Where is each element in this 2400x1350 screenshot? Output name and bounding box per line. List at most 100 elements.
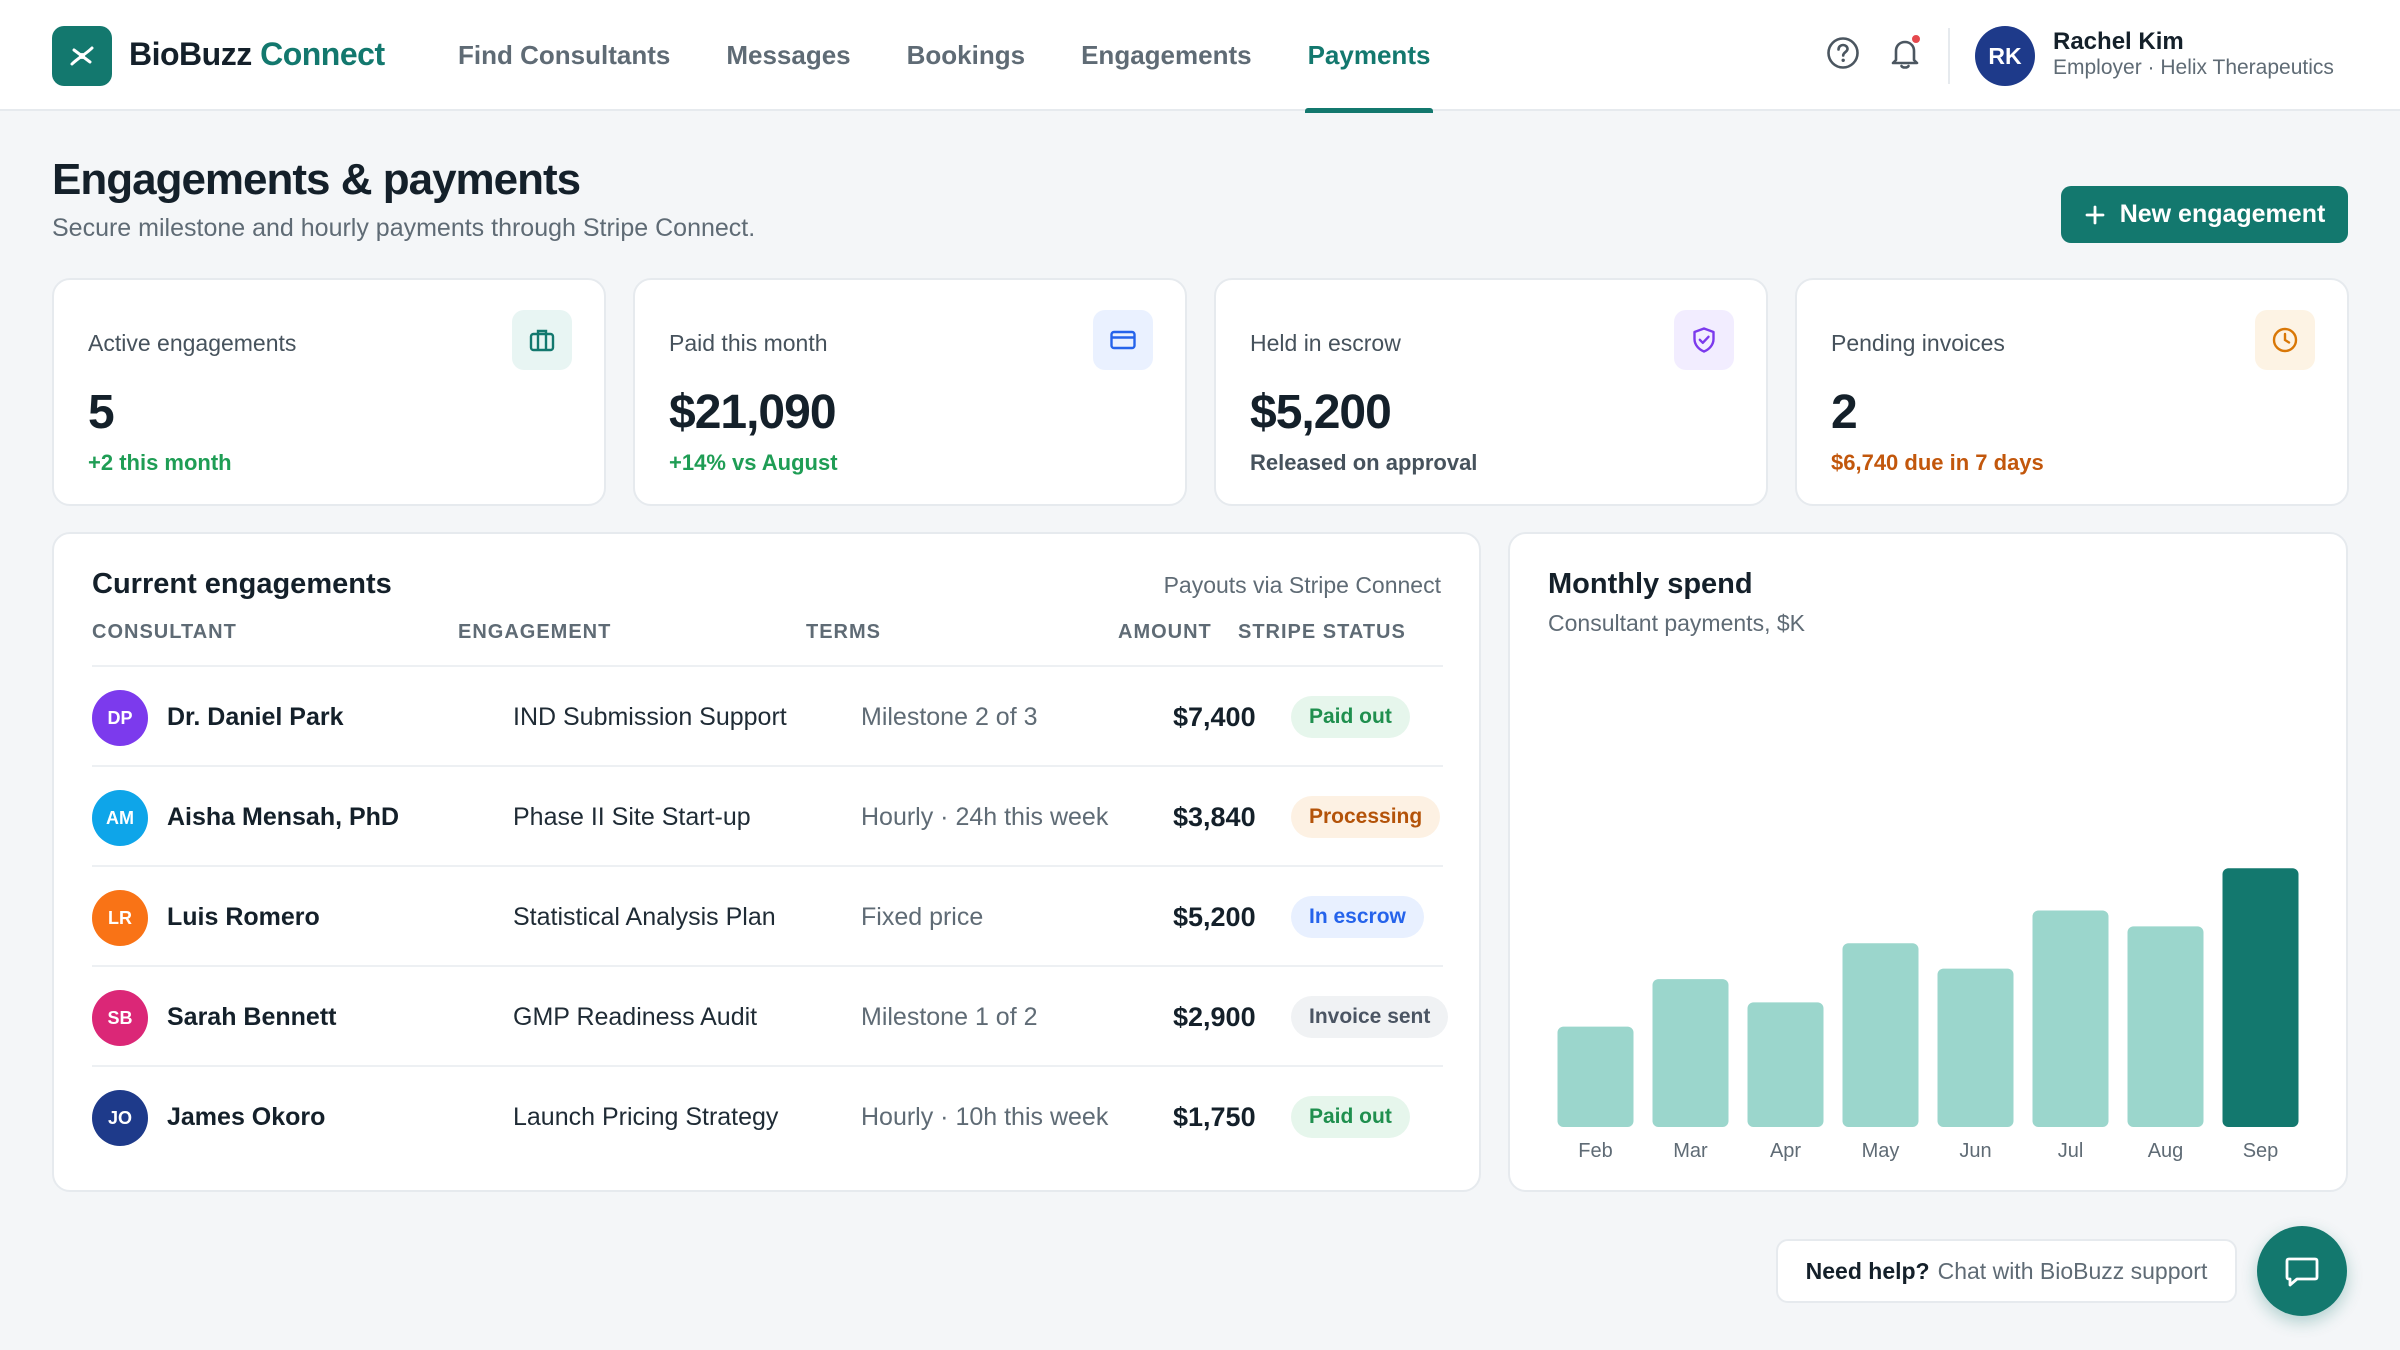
consultant-name[interactable]: James Okoro bbox=[167, 1102, 326, 1131]
stat-value: $21,090 bbox=[669, 386, 837, 439]
nav-bookings[interactable]: Bookings bbox=[906, 40, 1026, 70]
chart-tick-label: Jun bbox=[1959, 1140, 1991, 1162]
stat-value: 2 bbox=[1831, 386, 1858, 439]
credit-card-icon bbox=[1093, 310, 1153, 370]
chart-bar-aug[interactable] bbox=[2127, 926, 2204, 1127]
nav-find-consultants[interactable]: Find Consultants bbox=[458, 40, 671, 70]
engagement-terms: Fixed price bbox=[861, 902, 984, 931]
engagement-terms: Hourly · 24h this week bbox=[861, 802, 1109, 831]
plus-icon bbox=[2085, 205, 2105, 224]
user-role: Employer · Helix Therapeutics bbox=[2053, 56, 2334, 79]
briefcase-icon bbox=[512, 310, 572, 370]
table-row[interactable]: SB Sarah Bennett GMP Readiness Audit Mil… bbox=[92, 965, 1449, 1065]
nav-payments[interactable]: Payments bbox=[1304, 0, 1434, 113]
status-badge: In escrow bbox=[1291, 896, 1424, 938]
chat-support-button[interactable] bbox=[2257, 1226, 2347, 1316]
chart-subtitle: Consultant payments, $K bbox=[1548, 610, 1805, 636]
consultant-name[interactable]: Dr. Daniel Park bbox=[167, 702, 344, 731]
monthly-spend-panel: Monthly spend Consultant payments, $K Fe… bbox=[1508, 532, 2348, 1192]
chart-tick-label: Jul bbox=[2058, 1140, 2084, 1162]
table-row[interactable]: LR Luis Romero Statistical Analysis Plan… bbox=[92, 865, 1443, 965]
help-chat-prompt[interactable]: Need help? Chat with BioBuzz support bbox=[1776, 1239, 2237, 1303]
avatar: LR bbox=[92, 890, 148, 946]
consultant-name[interactable]: Luis Romero bbox=[167, 902, 320, 931]
column-header-stripe-status[interactable]: STRIPE STATUS bbox=[1238, 621, 1406, 643]
stat-label: Paid this month bbox=[669, 330, 828, 356]
engagement-name: Statistical Analysis Plan bbox=[513, 902, 776, 931]
chart-bar-mar[interactable] bbox=[1652, 979, 1729, 1127]
chart-bar-may[interactable] bbox=[1842, 943, 1919, 1127]
stat-note: Released on approval bbox=[1250, 450, 1478, 475]
column-header-consultant[interactable]: CONSULTANT bbox=[92, 621, 237, 643]
stat-value: $5,200 bbox=[1250, 386, 1392, 439]
engagement-amount: $5,200 bbox=[1173, 901, 1256, 932]
chart-tick-label: Feb bbox=[1578, 1140, 1612, 1162]
table-row[interactable]: DP Dr. Daniel Park IND Submission Suppor… bbox=[92, 665, 1443, 765]
stripe-connect-note: Payouts via Stripe Connect bbox=[1163, 572, 1441, 598]
status-badge: Paid out bbox=[1291, 696, 1410, 738]
biobuzz-logo-icon[interactable] bbox=[52, 26, 112, 86]
brand-name[interactable]: BioBuzz Connect bbox=[129, 36, 385, 73]
stat-note: $6,740 due in 7 days bbox=[1831, 450, 2044, 475]
stat-label: Held in escrow bbox=[1250, 330, 1401, 356]
consultant-name[interactable]: Aisha Mensah, PhD bbox=[167, 802, 399, 831]
brand-name-primary: BioBuzz bbox=[129, 36, 252, 72]
engagement-amount: $7,400 bbox=[1173, 701, 1256, 732]
table-row[interactable]: JO James Okoro Launch Pricing Strategy H… bbox=[92, 1065, 1443, 1165]
avatar: DP bbox=[92, 690, 148, 746]
column-header-engagement[interactable]: ENGAGEMENT bbox=[458, 621, 612, 643]
help-text: Chat with BioBuzz support bbox=[1937, 1257, 2208, 1284]
column-header-terms[interactable]: TERMS bbox=[806, 621, 881, 643]
stat-card-active-engagements: Active engagements 5 +2 this month bbox=[52, 278, 606, 506]
section-title: Current engagements bbox=[92, 568, 392, 600]
notification-bell-icon[interactable] bbox=[1885, 33, 1925, 73]
nav-engagements[interactable]: Engagements bbox=[1081, 40, 1252, 70]
user-avatar[interactable]: RK bbox=[1975, 26, 2035, 86]
stat-label: Active engagements bbox=[88, 330, 297, 356]
chart-bar-jul[interactable] bbox=[2032, 910, 2109, 1127]
stat-label: Pending invoices bbox=[1831, 330, 2005, 356]
avatar: JO bbox=[92, 1090, 148, 1146]
help-icon[interactable] bbox=[1823, 33, 1863, 73]
avatar: SB bbox=[92, 990, 148, 1046]
new-engagement-label: New engagement bbox=[2119, 200, 2326, 228]
table-row[interactable]: AM Aisha Mensah, PhD Phase II Site Start… bbox=[92, 765, 1443, 865]
engagement-name: Phase II Site Start-up bbox=[513, 802, 751, 831]
stat-value: 5 bbox=[88, 386, 115, 439]
notification-dot bbox=[1910, 33, 1922, 45]
engagement-amount: $2,900 bbox=[1173, 1001, 1256, 1032]
engagement-name: GMP Readiness Audit bbox=[513, 1002, 758, 1031]
status-badge: Processing bbox=[1291, 796, 1441, 838]
chart-bar-sep[interactable] bbox=[2222, 868, 2299, 1127]
status-badge: Paid out bbox=[1291, 1096, 1410, 1138]
chart-title: Monthly spend bbox=[1548, 568, 1753, 600]
chat-bubble-icon bbox=[2285, 1257, 2319, 1287]
engagement-amount: $1,750 bbox=[1173, 1101, 1256, 1132]
nav-messages[interactable]: Messages bbox=[726, 40, 851, 70]
page-subtitle: Secure milestone and hourly payments thr… bbox=[52, 214, 756, 242]
user-name[interactable]: Rachel Kim bbox=[2053, 28, 2184, 55]
clock-icon bbox=[2255, 310, 2315, 370]
engagement-terms: Milestone 1 of 2 bbox=[861, 1002, 1038, 1031]
stat-card-paid-this-month: Paid this month $21,090 +14% vs August bbox=[633, 278, 1187, 506]
chart-bar-apr[interactable] bbox=[1747, 1002, 1824, 1127]
chart-bar-jun[interactable] bbox=[1937, 968, 2014, 1127]
column-header-amount[interactable]: AMOUNT bbox=[1118, 621, 1212, 643]
current-engagements-panel: Current engagements Payouts via Stripe C… bbox=[52, 532, 1481, 1192]
engagements-table: DP Dr. Daniel Park IND Submission Suppor… bbox=[92, 665, 1449, 1165]
stat-card-held-in-escrow: Held in escrow $5,200 Released on approv… bbox=[1214, 278, 1768, 506]
engagement-terms: Hourly · 10h this week bbox=[861, 1102, 1109, 1131]
monthly-spend-chart: Feb Mar Apr May Jun Jul Aug Sep bbox=[1557, 868, 2299, 1162]
stat-note: +14% vs August bbox=[669, 450, 838, 475]
chart-tick-label: Sep bbox=[2243, 1140, 2279, 1162]
brand-name-secondary: Connect bbox=[260, 36, 385, 72]
chart-bar-feb[interactable] bbox=[1557, 1026, 1634, 1127]
engagement-amount: $3,840 bbox=[1173, 801, 1256, 832]
stat-note: +2 this month bbox=[88, 450, 232, 475]
new-engagement-button[interactable]: New engagement bbox=[2061, 186, 2348, 243]
chart-tick-label: Mar bbox=[1673, 1140, 1708, 1162]
consultant-name[interactable]: Sarah Bennett bbox=[167, 1002, 337, 1031]
status-badge: Invoice sent bbox=[1291, 996, 1449, 1038]
engagement-name: Launch Pricing Strategy bbox=[513, 1102, 779, 1131]
header-divider bbox=[1948, 28, 1950, 84]
